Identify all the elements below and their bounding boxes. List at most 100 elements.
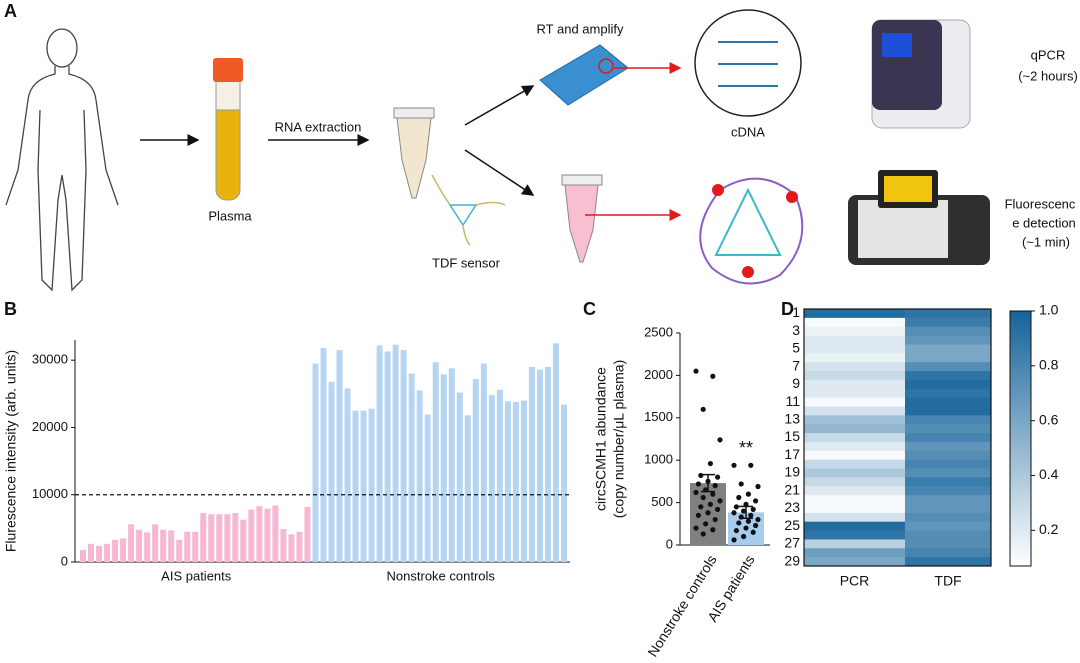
step-label: (~1 min)	[1022, 234, 1070, 249]
bar	[352, 410, 359, 562]
data-point	[710, 373, 716, 379]
bar	[184, 531, 191, 562]
heat-cell	[804, 495, 906, 505]
bar	[440, 374, 447, 562]
heat-cell	[804, 362, 906, 372]
bar	[232, 512, 239, 562]
data-point	[710, 527, 716, 533]
row-label: 1	[792, 304, 800, 320]
data-point	[715, 474, 721, 480]
y-tick-label: 20000	[32, 419, 68, 434]
heat-cell	[804, 371, 906, 381]
data-point	[731, 462, 737, 468]
bar	[448, 368, 455, 562]
data-point	[745, 518, 752, 524]
bar	[376, 345, 383, 562]
data-point	[700, 494, 706, 501]
heat-cell	[905, 459, 992, 470]
data-point	[700, 531, 706, 537]
colorbar-tick-label: 0.2	[1039, 521, 1059, 537]
colorbar-tick-label: 0.8	[1039, 357, 1059, 373]
heat-cell	[905, 388, 992, 399]
bar	[240, 519, 247, 562]
bar	[256, 506, 263, 562]
heat-cell	[905, 433, 992, 443]
row-label: 13	[784, 410, 800, 426]
bar	[496, 389, 503, 562]
heat-cell	[905, 344, 992, 354]
bar	[264, 508, 271, 562]
heat-cell	[804, 441, 906, 452]
data-point	[707, 501, 714, 507]
row-label: 25	[784, 517, 800, 533]
step-label: Fluorescenc	[1005, 196, 1076, 211]
data-point	[753, 522, 759, 529]
heat-cell	[905, 379, 992, 390]
heat-cell	[905, 441, 992, 452]
bar	[384, 351, 391, 562]
bar	[408, 373, 415, 562]
y-axis-label: Flurescence intensity (arb. units)	[3, 350, 19, 552]
heat-cell	[905, 335, 992, 345]
row-label: 7	[792, 357, 800, 373]
step-label: (~2 hours)	[1018, 68, 1078, 83]
bar	[192, 531, 199, 562]
cdna-circle	[694, 9, 802, 117]
bar	[536, 369, 543, 562]
y-axis-label: circSCMH1 abundance	[593, 367, 609, 511]
data-point	[693, 525, 699, 531]
row-label: 27	[784, 535, 800, 551]
row-label: 21	[784, 481, 800, 497]
heat-cell	[804, 557, 906, 567]
step-label: RT and amplify	[537, 21, 624, 36]
data-point	[698, 472, 704, 479]
data-point	[707, 460, 714, 467]
row-label: 15	[784, 428, 800, 444]
heat-cell	[804, 397, 906, 407]
row-label: 11	[785, 393, 800, 409]
step-label: qPCR	[1031, 47, 1066, 62]
bar	[400, 350, 407, 562]
pink-tube	[561, 174, 603, 263]
data-point	[733, 504, 740, 510]
step-label: cDNA	[731, 124, 765, 139]
bar	[144, 532, 151, 562]
y-tick-label: 1000	[644, 452, 673, 467]
data-point	[736, 520, 742, 526]
data-point	[743, 525, 749, 531]
row-label: 29	[784, 552, 800, 568]
human-figure	[5, 28, 119, 292]
heat-cell	[804, 548, 906, 558]
row-label: 9	[792, 375, 800, 391]
bar	[152, 524, 159, 562]
heat-cell	[905, 557, 992, 567]
heat-cell	[905, 521, 992, 532]
data-point	[695, 512, 702, 518]
bar	[80, 549, 87, 562]
row-label: 17	[784, 446, 800, 462]
data-point	[693, 489, 699, 496]
heat-cell	[804, 459, 906, 470]
heat-cell	[905, 397, 992, 407]
heat-cell	[905, 353, 992, 363]
bar	[136, 529, 143, 562]
bar	[248, 509, 255, 562]
bar	[128, 524, 135, 562]
bar	[424, 414, 431, 562]
heat-cell	[804, 486, 906, 496]
data-point	[750, 506, 756, 512]
bar	[320, 348, 327, 562]
heat-cell	[804, 344, 906, 354]
x-tick-label: TDF	[934, 573, 961, 589]
x-tick-label: Nonstroke controls	[644, 552, 719, 659]
heat-cell	[905, 495, 992, 505]
heat-cell	[905, 326, 992, 337]
y-tick-label: 2500	[644, 324, 673, 339]
heat-cell	[905, 415, 992, 425]
bar	[224, 514, 231, 562]
bar	[416, 390, 423, 562]
bar	[304, 506, 311, 562]
panel-label: C	[583, 299, 596, 319]
arrow	[464, 149, 535, 196]
